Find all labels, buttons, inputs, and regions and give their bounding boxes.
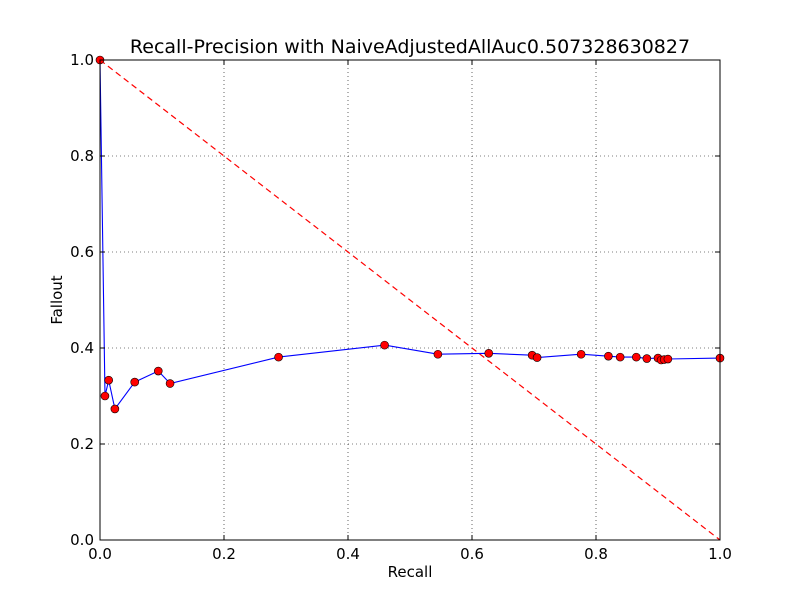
x-tick-label: 0.4 — [336, 545, 360, 563]
x-tick-label: 0.0 — [88, 545, 112, 563]
grid-lines — [100, 60, 720, 540]
axis-ticks: 0.0 0.2 0.4 0.6 0.8 1.0 0.0 0.2 0.4 0.6 0.8 1.0 — [70, 51, 732, 563]
data-series — [95, 55, 725, 414]
x-tick-label: 0.8 — [584, 545, 608, 563]
series-line — [99, 59, 721, 411]
reference-diagonal — [99, 59, 721, 541]
reference-line — [99, 59, 721, 541]
data-point — [663, 354, 673, 364]
data-point — [110, 404, 120, 414]
data-point — [130, 377, 140, 387]
x-tick-label: 1.0 — [708, 545, 732, 563]
data-point — [642, 354, 652, 363]
y-tick-label: 0.4 — [70, 339, 94, 357]
data-point — [532, 353, 542, 362]
y-tick-label: 0.6 — [70, 243, 94, 261]
data-point — [153, 366, 163, 376]
data-point — [104, 375, 113, 385]
data-point — [484, 348, 494, 358]
plot-frame — [99, 59, 721, 541]
x-tick-label: 0.2 — [212, 545, 236, 563]
chart-title: Recall-Precision with NaiveAdjustedAllAu… — [130, 36, 690, 58]
data-point — [615, 352, 625, 362]
data-point — [604, 351, 613, 361]
y-tick-label: 0.2 — [70, 435, 94, 453]
y-tick-label: 0.8 — [70, 147, 94, 165]
y-tick-label: 0.0 — [70, 531, 94, 549]
y-tick-label: 1.0 — [70, 51, 94, 69]
data-point — [165, 379, 175, 388]
data-point — [274, 352, 283, 362]
data-point — [380, 340, 389, 350]
y-axis-label: Fallout — [48, 275, 66, 324]
data-point — [576, 349, 586, 359]
x-axis-label: Recall — [388, 563, 433, 581]
data-point — [631, 352, 641, 362]
data-point — [100, 391, 110, 401]
data-point — [433, 349, 443, 359]
x-tick-label: 0.6 — [460, 545, 484, 563]
